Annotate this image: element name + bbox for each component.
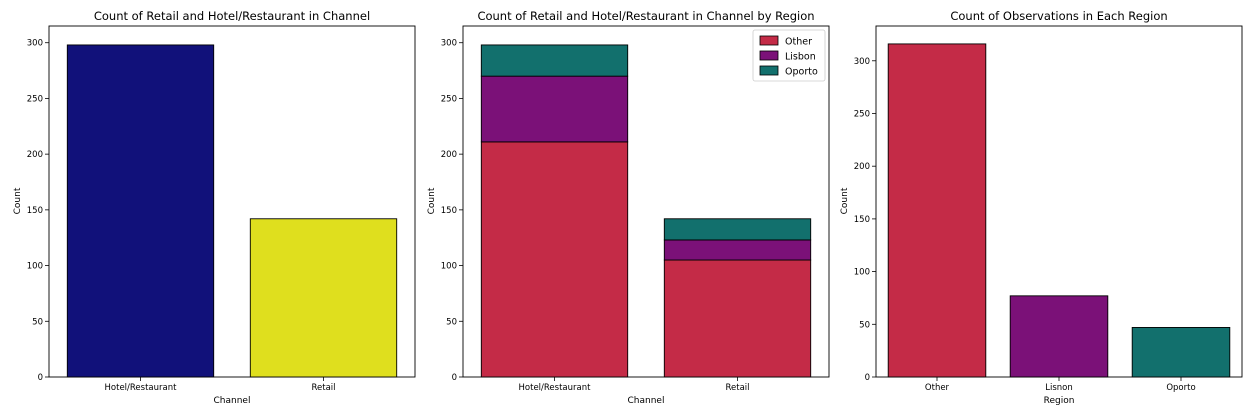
legend-swatch: [759, 35, 779, 46]
x-tick-label: Retail: [725, 383, 749, 393]
y-tick-label: 50: [859, 320, 870, 330]
y-tick-label: 100: [854, 268, 870, 278]
y-tick-label: 150: [27, 206, 43, 216]
plot-marks: 0 50 100 150 200 250 300 Hotel/Restaurant Retail…: [441, 29, 826, 393]
y-tick-label: 100: [441, 262, 457, 272]
y-tick-label: 150: [854, 215, 870, 225]
chart-panel-channel: Count of Retail and Hotel/Restaurant in …: [13, 9, 416, 406]
y-tick-label: 200: [27, 150, 43, 160]
x-tick-label: Hotel/Restaurant: [519, 383, 592, 393]
y-tick-label: 50: [32, 317, 43, 327]
legend-swatch: [759, 65, 779, 76]
plot-frame: [48, 25, 416, 378]
plot-marks: 0 50 100 150 200 250 300 Other Lisnon Oporto: [854, 43, 1231, 393]
y-tick-label: 150: [441, 206, 457, 216]
x-tick-label: Retail: [311, 383, 335, 393]
bar-segment: [480, 141, 629, 378]
y-tick-label: 0: [38, 373, 43, 383]
legend-label: Oporto: [785, 67, 818, 78]
plot-marks: 0 50 100 150 200 250 300 Hotel/Restaurant Retail: [27, 39, 398, 393]
chart-title: Count of Retail and Hotel/Restaurant in …: [94, 9, 370, 23]
y-axis-label: Count: [840, 187, 850, 214]
bar: [887, 43, 987, 378]
y-tick-label: 300: [441, 39, 457, 49]
chart-panel-channel-by-region: Count of Retail and Hotel/Restaurant in …: [427, 9, 830, 406]
bar: [1131, 327, 1231, 378]
y-tick-label: 50: [446, 317, 457, 327]
chart-title: Count of Retail and Hotel/Restaurant in …: [477, 9, 814, 23]
y-tick-label: 300: [27, 39, 43, 49]
x-tick-label: Other: [925, 383, 950, 393]
y-tick-label: 100: [27, 262, 43, 272]
y-tick-label: 200: [854, 162, 870, 172]
bar-segment: [663, 259, 812, 378]
y-tick-label: 250: [441, 94, 457, 104]
y-tick-label: 200: [441, 150, 457, 160]
y-axis-label: Count: [427, 187, 437, 214]
legend-label: Other: [785, 37, 812, 48]
plot-frame: [462, 25, 830, 378]
bar: [1009, 295, 1109, 378]
bar: [249, 218, 398, 378]
legend-swatch: [759, 50, 779, 61]
x-tick-label: Lisnon: [1045, 383, 1073, 393]
y-tick-label: 0: [452, 373, 457, 383]
x-axis-label: Region: [1044, 396, 1075, 406]
bar-segment: [480, 75, 629, 143]
chart-panel-region: Count of Observations in Each Region Reg…: [840, 9, 1243, 406]
legend-label: Lisbon: [785, 52, 816, 63]
bar-segment: [663, 239, 812, 261]
x-tick-label: Oporto: [1166, 383, 1195, 393]
x-tick-label: Hotel/Restaurant: [105, 383, 178, 393]
bar-segment: [480, 44, 629, 77]
y-tick-label: 0: [865, 373, 870, 383]
chart-title: Count of Observations in Each Region: [950, 9, 1167, 23]
y-tick-label: 250: [854, 109, 870, 119]
x-axis-label: Channel: [628, 396, 665, 406]
y-tick-label: 250: [27, 94, 43, 104]
y-tick-label: 300: [854, 57, 870, 67]
x-axis-label: Channel: [214, 396, 251, 406]
bar-segment: [663, 218, 812, 241]
legend: Other Lisbon Oporto: [752, 29, 826, 82]
y-axis-label: Count: [13, 187, 23, 214]
bar: [66, 44, 215, 378]
